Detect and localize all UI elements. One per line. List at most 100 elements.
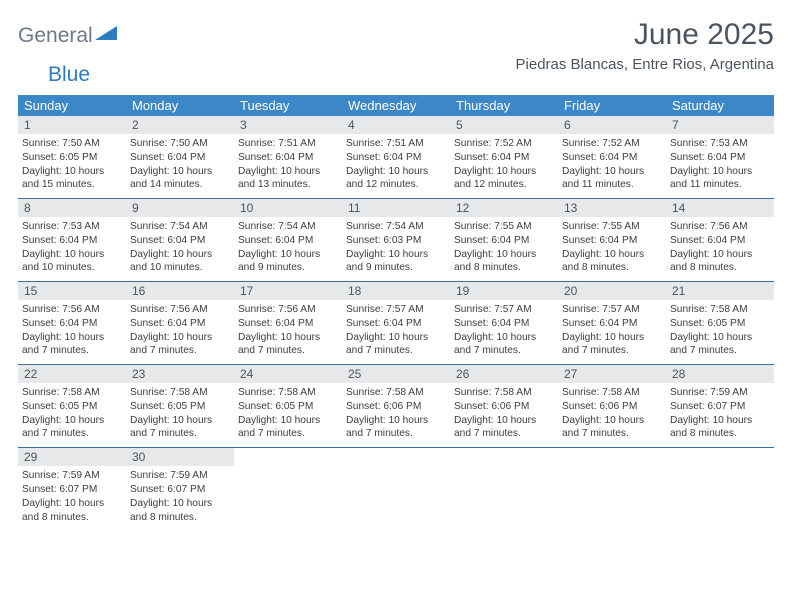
sunrise-line: Sunrise: 7:59 AM <box>22 469 122 483</box>
calendar-week: 29Sunrise: 7:59 AMSunset: 6:07 PMDayligh… <box>18 447 774 530</box>
day-number: 9 <box>126 199 234 217</box>
day-number: 29 <box>18 448 126 466</box>
sunrise-line: Sunrise: 7:55 AM <box>562 220 662 234</box>
sunrise-line: Sunrise: 7:51 AM <box>238 137 338 151</box>
calendar-day: 13Sunrise: 7:55 AMSunset: 6:04 PMDayligh… <box>558 199 666 281</box>
calendar-day: 17Sunrise: 7:56 AMSunset: 6:04 PMDayligh… <box>234 282 342 364</box>
sunrise-line: Sunrise: 7:58 AM <box>454 386 554 400</box>
day-number: 21 <box>666 282 774 300</box>
day-number: 26 <box>450 365 558 383</box>
sunset-line: Sunset: 6:06 PM <box>346 400 446 414</box>
calendar-day: 12Sunrise: 7:55 AMSunset: 6:04 PMDayligh… <box>450 199 558 281</box>
calendar-day: 9Sunrise: 7:54 AMSunset: 6:04 PMDaylight… <box>126 199 234 281</box>
sunrise-line: Sunrise: 7:56 AM <box>130 303 230 317</box>
sunset-line: Sunset: 6:04 PM <box>670 151 770 165</box>
daylight-line: Daylight: 10 hours and 7 minutes. <box>670 331 770 359</box>
calendar-day: 18Sunrise: 7:57 AMSunset: 6:04 PMDayligh… <box>342 282 450 364</box>
day-details: Sunrise: 7:51 AMSunset: 6:04 PMDaylight:… <box>342 134 450 192</box>
daylight-line: Daylight: 10 hours and 8 minutes. <box>670 414 770 442</box>
sunrise-line: Sunrise: 7:52 AM <box>454 137 554 151</box>
calendar-day: 24Sunrise: 7:58 AMSunset: 6:05 PMDayligh… <box>234 365 342 447</box>
calendar-day: 22Sunrise: 7:58 AMSunset: 6:05 PMDayligh… <box>18 365 126 447</box>
weekday-header: Tuesday <box>234 95 342 116</box>
day-number: 18 <box>342 282 450 300</box>
day-number: 25 <box>342 365 450 383</box>
sunset-line: Sunset: 6:04 PM <box>562 234 662 248</box>
day-details: Sunrise: 7:56 AMSunset: 6:04 PMDaylight:… <box>18 300 126 358</box>
day-number: 19 <box>450 282 558 300</box>
month-title: June 2025 <box>516 18 774 52</box>
calendar-day: 19Sunrise: 7:57 AMSunset: 6:04 PMDayligh… <box>450 282 558 364</box>
daylight-line: Daylight: 10 hours and 13 minutes. <box>238 165 338 193</box>
daylight-line: Daylight: 10 hours and 10 minutes. <box>130 248 230 276</box>
day-details: Sunrise: 7:58 AMSunset: 6:06 PMDaylight:… <box>558 383 666 441</box>
day-number: 13 <box>558 199 666 217</box>
sunset-line: Sunset: 6:07 PM <box>22 483 122 497</box>
logo: General <box>18 24 117 48</box>
sunrise-line: Sunrise: 7:54 AM <box>346 220 446 234</box>
day-details: Sunrise: 7:58 AMSunset: 6:05 PMDaylight:… <box>234 383 342 441</box>
sunrise-line: Sunrise: 7:59 AM <box>670 386 770 400</box>
daylight-line: Daylight: 10 hours and 8 minutes. <box>130 497 230 525</box>
calendar-day: 20Sunrise: 7:57 AMSunset: 6:04 PMDayligh… <box>558 282 666 364</box>
day-details: Sunrise: 7:54 AMSunset: 6:03 PMDaylight:… <box>342 217 450 275</box>
calendar-day: 27Sunrise: 7:58 AMSunset: 6:06 PMDayligh… <box>558 365 666 447</box>
calendar-day: 2Sunrise: 7:50 AMSunset: 6:04 PMDaylight… <box>126 116 234 198</box>
day-number: 7 <box>666 116 774 134</box>
day-number: 17 <box>234 282 342 300</box>
empty-cell <box>666 448 774 530</box>
day-number: 6 <box>558 116 666 134</box>
weekday-header: Sunday <box>18 95 126 116</box>
day-number: 15 <box>18 282 126 300</box>
daylight-line: Daylight: 10 hours and 7 minutes. <box>238 331 338 359</box>
sunset-line: Sunset: 6:04 PM <box>238 234 338 248</box>
calendar-day: 16Sunrise: 7:56 AMSunset: 6:04 PMDayligh… <box>126 282 234 364</box>
sunrise-line: Sunrise: 7:56 AM <box>238 303 338 317</box>
sunset-line: Sunset: 6:04 PM <box>346 151 446 165</box>
daylight-line: Daylight: 10 hours and 7 minutes. <box>238 414 338 442</box>
day-details: Sunrise: 7:50 AMSunset: 6:05 PMDaylight:… <box>18 134 126 192</box>
sunset-line: Sunset: 6:04 PM <box>454 317 554 331</box>
day-number: 2 <box>126 116 234 134</box>
sunset-line: Sunset: 6:05 PM <box>670 317 770 331</box>
sunset-line: Sunset: 6:04 PM <box>130 234 230 248</box>
calendar-day: 14Sunrise: 7:56 AMSunset: 6:04 PMDayligh… <box>666 199 774 281</box>
calendar-day: 1Sunrise: 7:50 AMSunset: 6:05 PMDaylight… <box>18 116 126 198</box>
empty-cell <box>342 448 450 530</box>
day-details: Sunrise: 7:59 AMSunset: 6:07 PMDaylight:… <box>18 466 126 524</box>
weekday-header: Saturday <box>666 95 774 116</box>
day-number: 24 <box>234 365 342 383</box>
day-details: Sunrise: 7:54 AMSunset: 6:04 PMDaylight:… <box>126 217 234 275</box>
daylight-line: Daylight: 10 hours and 8 minutes. <box>454 248 554 276</box>
calendar-day: 15Sunrise: 7:56 AMSunset: 6:04 PMDayligh… <box>18 282 126 364</box>
calendar-day: 28Sunrise: 7:59 AMSunset: 6:07 PMDayligh… <box>666 365 774 447</box>
calendar: SundayMondayTuesdayWednesdayThursdayFrid… <box>18 95 774 530</box>
sunrise-line: Sunrise: 7:58 AM <box>130 386 230 400</box>
sunrise-line: Sunrise: 7:58 AM <box>670 303 770 317</box>
daylight-line: Daylight: 10 hours and 8 minutes. <box>670 248 770 276</box>
empty-cell <box>558 448 666 530</box>
calendar-day: 25Sunrise: 7:58 AMSunset: 6:06 PMDayligh… <box>342 365 450 447</box>
day-details: Sunrise: 7:56 AMSunset: 6:04 PMDaylight:… <box>666 217 774 275</box>
sunset-line: Sunset: 6:04 PM <box>22 317 122 331</box>
daylight-line: Daylight: 10 hours and 9 minutes. <box>346 248 446 276</box>
day-details: Sunrise: 7:51 AMSunset: 6:04 PMDaylight:… <box>234 134 342 192</box>
empty-cell <box>450 448 558 530</box>
weekday-header: Monday <box>126 95 234 116</box>
calendar-day: 3Sunrise: 7:51 AMSunset: 6:04 PMDaylight… <box>234 116 342 198</box>
day-details: Sunrise: 7:57 AMSunset: 6:04 PMDaylight:… <box>450 300 558 358</box>
daylight-line: Daylight: 10 hours and 8 minutes. <box>22 497 122 525</box>
weekday-header: Thursday <box>450 95 558 116</box>
sunrise-line: Sunrise: 7:59 AM <box>130 469 230 483</box>
day-details: Sunrise: 7:58 AMSunset: 6:05 PMDaylight:… <box>666 300 774 358</box>
day-details: Sunrise: 7:54 AMSunset: 6:04 PMDaylight:… <box>234 217 342 275</box>
weekday-header-row: SundayMondayTuesdayWednesdayThursdayFrid… <box>18 95 774 116</box>
logo-word-2: Blue <box>48 63 90 86</box>
day-number: 10 <box>234 199 342 217</box>
daylight-line: Daylight: 10 hours and 7 minutes. <box>130 331 230 359</box>
day-details: Sunrise: 7:53 AMSunset: 6:04 PMDaylight:… <box>666 134 774 192</box>
sunrise-line: Sunrise: 7:58 AM <box>562 386 662 400</box>
logo-triangle-icon <box>95 26 117 45</box>
sunset-line: Sunset: 6:04 PM <box>562 151 662 165</box>
day-details: Sunrise: 7:58 AMSunset: 6:06 PMDaylight:… <box>450 383 558 441</box>
